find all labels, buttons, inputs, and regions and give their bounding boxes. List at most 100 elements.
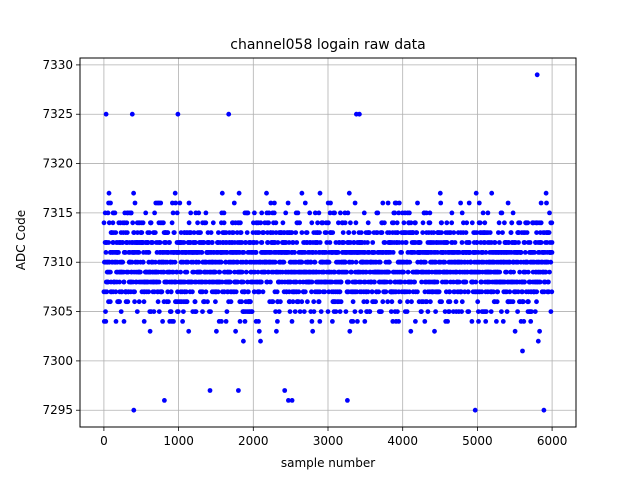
data-point (492, 240, 498, 245)
y-tick-label: 7300 (42, 354, 73, 368)
data-point (181, 240, 187, 245)
data-point (476, 200, 482, 206)
data-point (283, 210, 289, 216)
data-point (106, 240, 111, 245)
data-point (191, 230, 197, 236)
data-point (290, 299, 296, 305)
data-point (362, 279, 368, 285)
data-point (407, 289, 412, 295)
data-point (395, 230, 401, 236)
data-point (342, 259, 348, 265)
x-tick-label: 4000 (387, 434, 418, 448)
data-point (254, 240, 259, 245)
data-point (266, 220, 271, 226)
data-point (499, 309, 504, 314)
data-point (293, 230, 299, 236)
data-point (259, 240, 265, 245)
data-point (392, 210, 398, 216)
data-point (203, 289, 209, 295)
data-point (258, 220, 264, 226)
data-point (321, 269, 326, 275)
data-point (165, 230, 171, 236)
data-point (223, 230, 229, 236)
data-point (458, 200, 463, 206)
data-point (103, 319, 109, 324)
data-point (538, 200, 544, 206)
data-point (479, 279, 484, 285)
data-point (121, 319, 127, 324)
data-point (134, 309, 140, 314)
data-point (131, 190, 137, 196)
data-point (305, 299, 310, 305)
data-point (292, 309, 298, 314)
data-point (256, 328, 262, 334)
data-point (309, 279, 315, 285)
data-point (139, 230, 145, 236)
data-point (544, 200, 549, 206)
data-point (511, 269, 516, 275)
data-point (518, 250, 524, 255)
data-point (487, 230, 493, 236)
data-point (534, 230, 539, 236)
data-point (123, 250, 128, 255)
data-point (396, 200, 402, 206)
data-point (395, 309, 400, 314)
data-point (186, 220, 192, 226)
data-point (199, 250, 205, 255)
data-point (475, 299, 481, 305)
data-point (504, 269, 509, 275)
data-point (401, 269, 406, 275)
data-point (515, 289, 521, 295)
data-point (467, 250, 473, 255)
data-point (312, 210, 318, 216)
data-point (338, 299, 344, 305)
data-point (188, 210, 194, 216)
data-point (398, 279, 404, 285)
data-point (166, 240, 172, 245)
data-point (275, 240, 281, 245)
data-point (224, 309, 230, 314)
data-point (219, 190, 225, 196)
data-point (151, 309, 157, 314)
data-point (218, 259, 224, 265)
data-point (230, 230, 236, 236)
data-point (231, 200, 237, 206)
data-point (459, 210, 465, 216)
data-point (287, 279, 293, 285)
data-point (548, 309, 554, 314)
data-point (458, 289, 464, 295)
data-point (547, 210, 552, 216)
data-point (413, 319, 418, 324)
data-point (299, 190, 305, 196)
data-point (382, 220, 387, 226)
data-point (474, 240, 480, 245)
data-point (330, 319, 335, 324)
data-point (444, 220, 450, 226)
data-point (273, 220, 279, 226)
data-point (517, 220, 523, 226)
data-point (336, 220, 341, 226)
data-point (289, 319, 295, 324)
data-point (408, 220, 414, 226)
data-point (349, 259, 355, 265)
data-point (512, 328, 518, 334)
data-point (468, 259, 474, 265)
data-point (252, 289, 257, 295)
data-point (325, 309, 331, 314)
data-point (245, 210, 251, 216)
data-point (121, 279, 127, 285)
data-point (385, 200, 391, 206)
data-point (138, 269, 143, 275)
data-point (496, 220, 502, 226)
outlier-point (286, 398, 291, 403)
data-point (301, 309, 307, 314)
data-point (396, 319, 401, 324)
data-point (522, 250, 528, 255)
data-point (373, 299, 378, 305)
data-point (335, 250, 341, 255)
data-point (131, 230, 137, 236)
data-point (141, 299, 147, 305)
data-point (447, 299, 453, 305)
data-point (221, 210, 227, 216)
data-point (260, 230, 266, 236)
